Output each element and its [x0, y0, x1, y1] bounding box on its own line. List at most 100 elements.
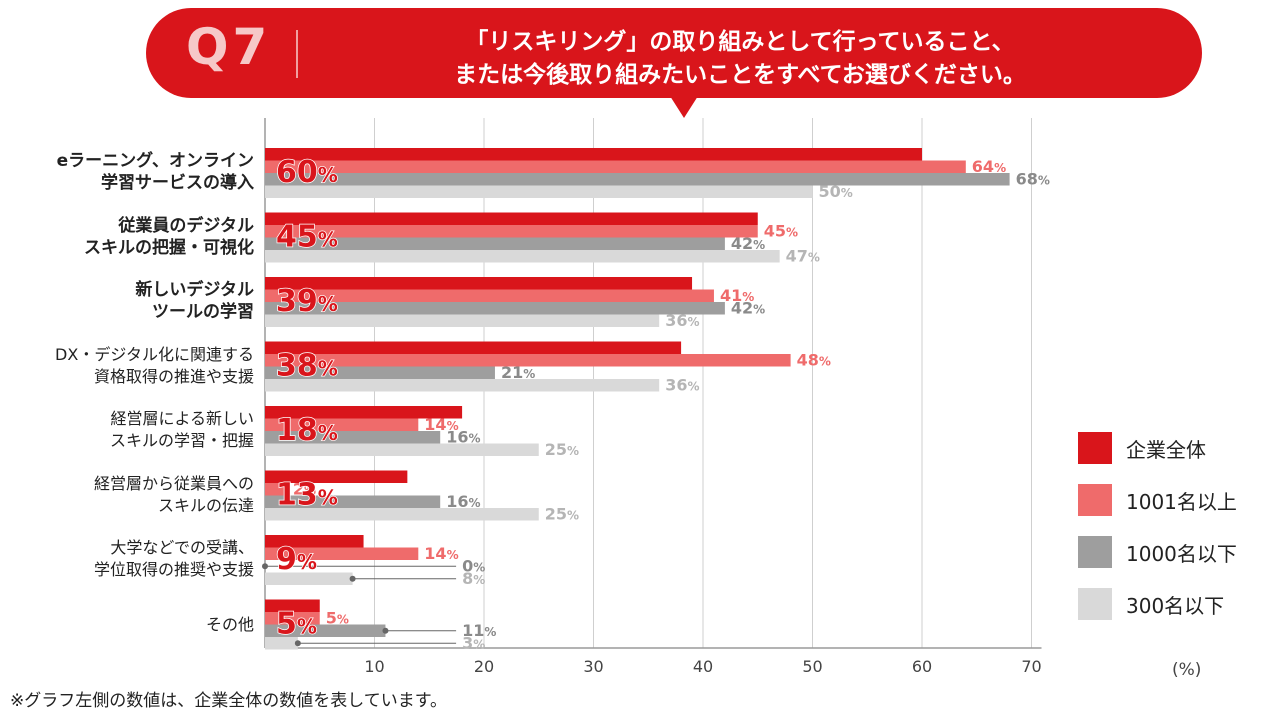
total-value-label: 9% [276, 542, 317, 577]
bar-total [265, 535, 364, 548]
value-label-small: 47% [786, 247, 820, 266]
x-tick-label: 70 [1021, 657, 1041, 676]
bar-large [265, 418, 419, 431]
value-label-small: 8% [462, 569, 485, 588]
value-label-mid: 16% [446, 492, 480, 511]
value-label-small: 25% [545, 505, 579, 524]
bar-large [265, 483, 287, 496]
value-label-small: 36% [665, 311, 699, 330]
bar-large [265, 160, 966, 173]
category-label: 従業員のデジタル スキルの把握・可視化 [84, 215, 254, 259]
x-tick-label: 30 [583, 657, 603, 676]
total-value-label: 18% [276, 413, 338, 448]
bar-large [265, 354, 791, 367]
bar-small [265, 314, 660, 327]
total-value-label: 13% [276, 478, 338, 513]
category-label: eラーニング、オンライン 学習サービスの導入 [57, 150, 254, 194]
x-tick-label: 60 [912, 657, 932, 676]
category-label: その他 [206, 614, 254, 636]
value-label-mid: 68% [1016, 170, 1050, 189]
legend-label: 300名以下 [1126, 594, 1225, 618]
bar-total [265, 212, 758, 225]
category-label: DX・デジタル化に関連する 資格取得の推進や支援 [55, 344, 254, 388]
bar-total [265, 599, 320, 612]
axis-unit-label: (%) [1172, 660, 1202, 680]
legend-swatch [1078, 588, 1112, 620]
footnote: ※グラフ左側の数値は、企業全体の数値を表しています。 [10, 691, 448, 711]
legend-item-small: 300名以下 [1078, 584, 1278, 624]
category-label-line1: eラーニング、オンライン [56, 151, 254, 171]
bar-large [265, 225, 758, 238]
value-label-mid: 42% [731, 234, 765, 253]
bar-total [265, 277, 693, 290]
bar-mid [265, 366, 495, 379]
bar-total [265, 470, 408, 483]
bar-mid [265, 173, 1010, 186]
question-banner-tail [670, 96, 698, 118]
bar-total [265, 341, 682, 354]
legend-swatch [1078, 536, 1112, 568]
question-text-line2: または今後取り組みたいことをすべてお選びください。 [454, 62, 1026, 88]
value-label-large: 14% [424, 544, 458, 563]
bar-large [265, 289, 714, 302]
bar-large [265, 547, 419, 560]
bar-small [265, 637, 298, 650]
value-label-large: 64% [972, 157, 1006, 176]
bar-small [265, 379, 660, 392]
category-label-line1: 経営層から従業員への [93, 473, 254, 493]
question-text-line1: 「リスキリング」の取り組みとして行っていること、 [465, 29, 1015, 55]
bar-small [265, 572, 353, 585]
x-tick-label: 50 [802, 657, 822, 676]
category-label: 大学などでの受講、学位取得の推奨や支援 [94, 537, 254, 581]
category-label-line1: 大学などでの受講、 [110, 538, 254, 557]
category-label-line2: 学位取得の推奨や支援 [93, 560, 254, 579]
legend-label: 企業全体 [1126, 438, 1206, 462]
value-label-large: 41% [720, 286, 754, 305]
category-label-line2: スキルの学習・把握 [109, 431, 254, 450]
x-tick-label: 40 [693, 657, 713, 676]
category-label-line2: ツールの学習 [152, 302, 254, 322]
value-label-mid: 16% [446, 428, 480, 447]
bar-mid [265, 431, 441, 444]
category-label-line2: 資格取得の推進や支援 [93, 366, 254, 386]
category-label: 経営層から従業員への スキルの伝達 [94, 473, 254, 517]
bar-mid [265, 495, 441, 508]
value-label-small: 50% [819, 182, 853, 201]
total-value-label: 60% [276, 155, 338, 190]
value-label-large: 14% [424, 415, 458, 434]
legend-label: 1000名以下 [1126, 542, 1237, 566]
value-label-small: 3% [462, 634, 485, 653]
value-label-mid: 21% [501, 363, 535, 382]
bar-small [265, 250, 780, 263]
value-label-large: 48% [797, 351, 831, 370]
legend-swatch [1078, 484, 1112, 516]
bar-mid [265, 237, 725, 250]
legend-item-mid: 1000名以下 [1078, 532, 1278, 572]
x-tick-label: 10 [364, 657, 384, 676]
value-label-small: 25% [545, 440, 579, 459]
x-tick-label: 20 [474, 657, 494, 676]
category-label: 新しいデジタル ツールの学習 [135, 279, 254, 323]
category-label-line1: その他 [205, 614, 254, 634]
bar-small [265, 508, 539, 521]
category-label-line2: 学習サービスの導入 [101, 173, 254, 193]
value-label-mid: 42% [731, 299, 765, 318]
category-label-line2: スキルの伝達 [157, 495, 254, 515]
bar-large [265, 612, 320, 625]
legend-swatch [1078, 432, 1112, 464]
category-label: 経営層による新しい スキルの学習・把握 [110, 408, 254, 452]
category-label-line1: 新しいデジタル [135, 280, 254, 300]
bar-total [265, 148, 922, 161]
total-value-label: 5% [276, 607, 317, 642]
question-divider [296, 30, 298, 78]
legend-item-large: 1001名以上 [1078, 480, 1278, 520]
category-label-line1: DX・デジタル化に関連する [55, 344, 254, 364]
total-value-label: 38% [276, 349, 338, 384]
bar-small [265, 185, 813, 198]
bar-mid [265, 624, 386, 637]
total-value-label: 45% [276, 220, 338, 255]
value-label-large: 45% [764, 222, 798, 241]
bar-mid [265, 302, 725, 315]
category-label-line1: 従業員のデジタル [118, 215, 254, 236]
